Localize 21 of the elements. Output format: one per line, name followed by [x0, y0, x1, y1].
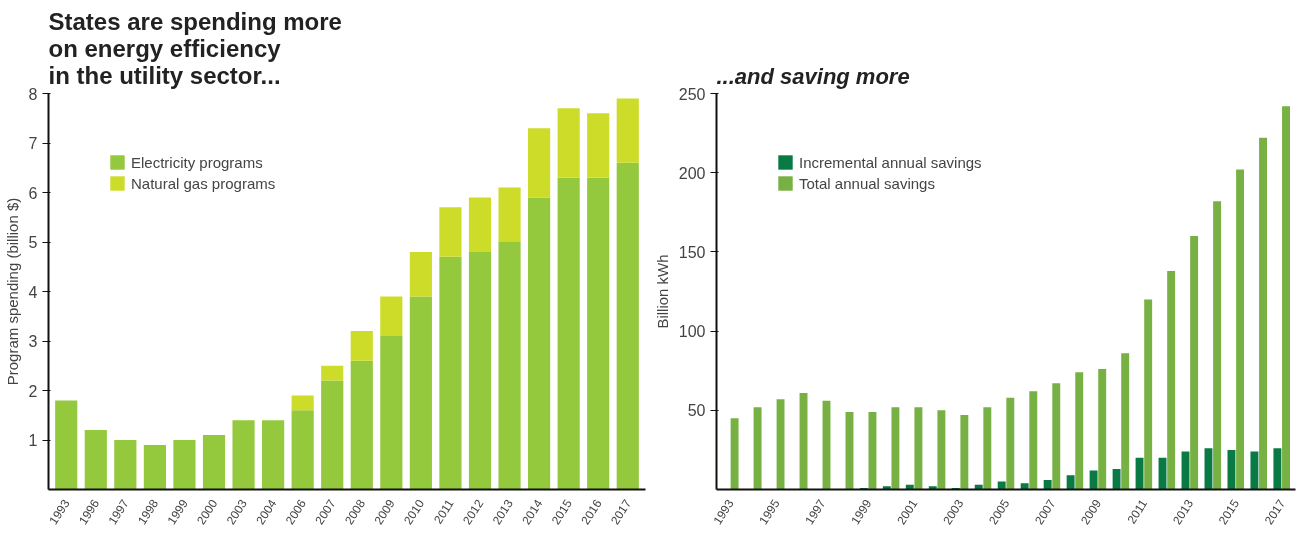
y-tick-label: 4	[28, 283, 38, 301]
chart-title: ...and saving more	[716, 63, 910, 89]
legend-label: Incremental annual savings	[799, 153, 982, 171]
y-tick-label: 50	[687, 402, 706, 420]
legend-label: Electricity programs	[131, 153, 263, 171]
y-tick-label: 7	[28, 135, 38, 152]
y-axis-title: Program spending (billion $)	[3, 197, 21, 386]
y-tick-label: 150	[678, 243, 706, 261]
y-axis-title: Billion kWh	[653, 254, 671, 329]
y-tick-label: 200	[678, 164, 706, 182]
chart-title: States are spending more on energy efficiency in the utility sector...	[48, 7, 342, 89]
legend-label: Natural gas programs	[131, 174, 276, 192]
y-tick-label: 2	[28, 382, 38, 400]
y-tick-label: 6	[28, 184, 38, 202]
y-tick-label: 100	[678, 323, 706, 341]
y-tick-label: 250	[678, 85, 706, 103]
legend-label: Total annual savings	[799, 174, 935, 192]
y-tick-label: 1	[28, 432, 38, 449]
y-tick-label: 5	[28, 234, 38, 251]
y-tick-label: 8	[28, 85, 38, 103]
y-tick-label: 3	[28, 333, 38, 350]
